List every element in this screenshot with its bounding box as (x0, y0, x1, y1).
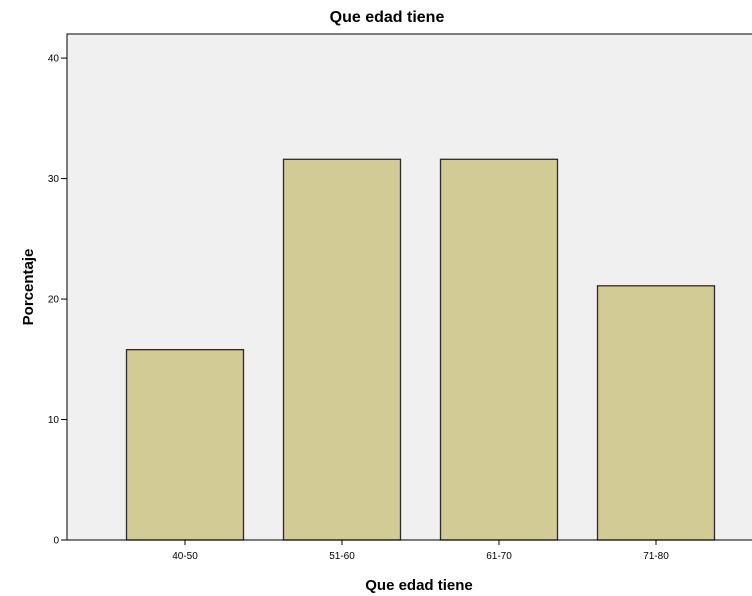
y-tick-label: 40 (48, 54, 60, 65)
y-ticks-group: 0 10 20 30 40 (48, 54, 67, 547)
x-tick-label: 61-70 (486, 551, 512, 562)
bar-40-50 (125, 348, 245, 541)
x-tick-label: 40-50 (172, 551, 198, 562)
bar-51-60 (282, 158, 402, 541)
x-ticks-group: 40-50 51-60 61-70 71-80 (172, 540, 669, 562)
y-tick-label: 10 (48, 415, 60, 426)
bar-61-70 (439, 158, 559, 541)
x-axis-label: Que edad tiene (365, 577, 473, 594)
x-tick-label: 71-80 (643, 551, 669, 562)
y-axis-label: Porcentaje (20, 249, 37, 326)
chart-title: Que edad tiene (330, 9, 445, 26)
x-tick-label: 51-60 (329, 551, 355, 562)
y-tick-label: 30 (48, 174, 60, 185)
y-tick-label: 0 (53, 536, 59, 547)
bar-71-80 (596, 285, 716, 541)
y-tick-label: 20 (48, 295, 60, 306)
